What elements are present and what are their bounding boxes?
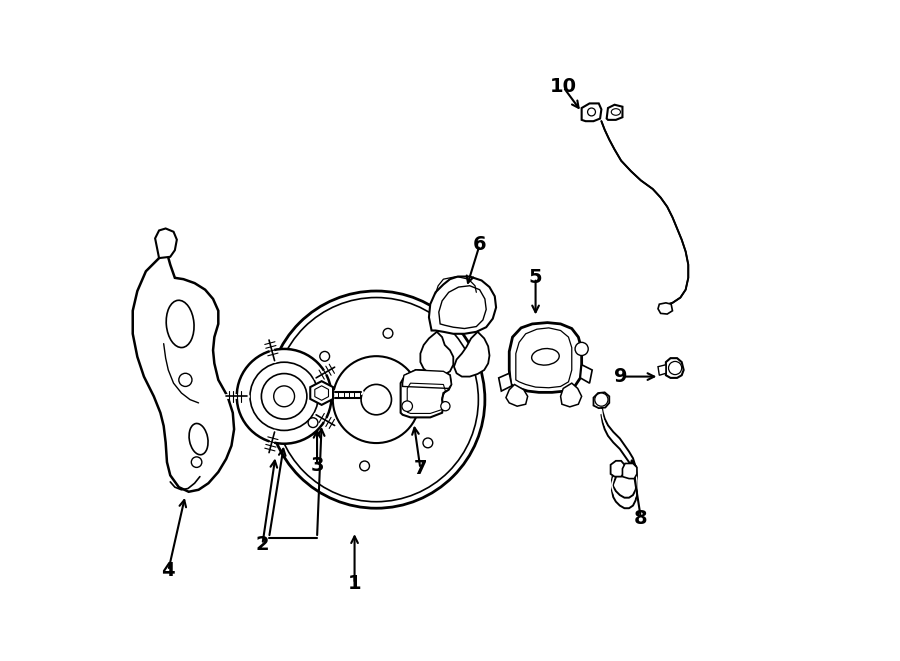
Polygon shape [506,385,527,407]
Text: 8: 8 [634,508,648,527]
Circle shape [669,362,681,375]
Ellipse shape [532,348,559,365]
Text: 10: 10 [550,77,577,97]
Polygon shape [623,463,637,479]
Circle shape [179,373,192,387]
Polygon shape [315,386,328,401]
Polygon shape [310,381,333,405]
Circle shape [192,457,202,467]
Circle shape [261,373,307,419]
Polygon shape [402,370,451,389]
Circle shape [250,362,319,430]
Circle shape [441,402,450,410]
Polygon shape [658,365,666,375]
Polygon shape [581,103,601,121]
Text: 7: 7 [414,459,427,478]
Polygon shape [610,461,626,477]
Polygon shape [658,303,672,314]
Polygon shape [561,383,581,407]
Polygon shape [429,276,496,334]
Circle shape [423,438,433,447]
Circle shape [320,352,329,361]
Polygon shape [666,358,684,378]
Polygon shape [420,332,454,375]
Polygon shape [499,373,512,391]
Circle shape [361,385,392,415]
Text: 9: 9 [615,367,628,386]
Circle shape [588,108,596,116]
Polygon shape [132,245,234,492]
Ellipse shape [611,108,620,115]
Circle shape [274,386,294,407]
Circle shape [435,371,445,381]
Polygon shape [580,365,592,383]
Circle shape [308,418,318,428]
Polygon shape [509,323,581,393]
Circle shape [575,342,589,356]
Text: 6: 6 [472,235,486,254]
Polygon shape [155,229,176,258]
Text: 3: 3 [310,456,324,475]
Text: 1: 1 [347,574,362,594]
Polygon shape [400,370,451,417]
Circle shape [595,393,608,407]
Ellipse shape [166,300,194,348]
Circle shape [402,401,412,411]
Polygon shape [593,393,609,408]
Text: 4: 4 [161,561,176,580]
Circle shape [267,291,485,508]
Circle shape [333,356,419,443]
Text: 5: 5 [529,268,543,288]
Text: 2: 2 [256,535,269,554]
Polygon shape [454,332,490,377]
Circle shape [237,349,331,444]
Polygon shape [607,104,623,120]
Circle shape [360,461,370,471]
Circle shape [383,329,393,338]
Ellipse shape [189,424,208,455]
